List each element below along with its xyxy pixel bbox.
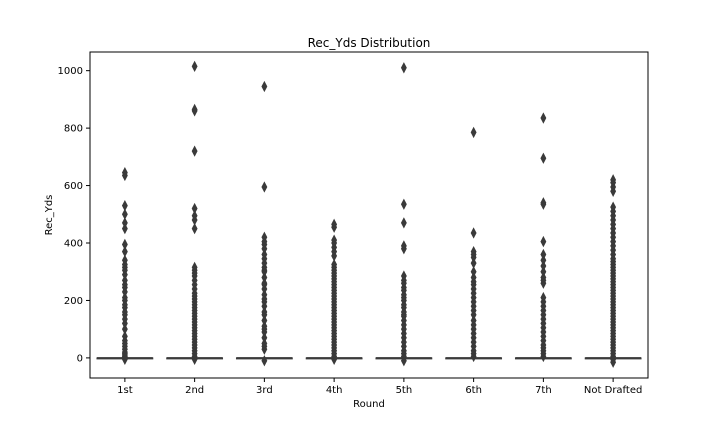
outlier-point [470, 227, 477, 239]
outlier-point [121, 245, 128, 258]
outlier-point [470, 314, 477, 327]
outlier-point [191, 103, 198, 116]
outlier-point [191, 202, 198, 215]
outlier-point [400, 217, 407, 229]
box-group [514, 112, 572, 363]
y-tick-label: 1000 [58, 66, 83, 77]
box-group [375, 62, 433, 367]
outlier-point [191, 261, 198, 274]
outlier-point [610, 201, 617, 213]
outlier-point [191, 60, 198, 73]
outlier-point [261, 80, 268, 93]
x-tick-label: 6th [465, 385, 482, 396]
y-axis-label: Rec_Yds [44, 195, 55, 236]
outlier-point [121, 222, 128, 235]
outlier-point [540, 152, 547, 164]
outlier-point [540, 254, 547, 266]
outlier-point [261, 277, 268, 289]
outlier-point [191, 145, 198, 157]
outlier-point [191, 222, 198, 235]
outlier-point [331, 258, 338, 271]
box-group [584, 174, 642, 368]
outlier-point [121, 208, 128, 220]
outlier-point [261, 231, 268, 243]
chart-title: Rec_Yds Distribution [308, 36, 431, 50]
outlier-point [121, 166, 128, 179]
outlier-point [470, 126, 477, 139]
outlier-point [470, 271, 477, 284]
outlier-point [261, 248, 268, 261]
y-tick-label: 600 [64, 181, 83, 192]
outlier-point [261, 306, 268, 318]
outlier-point [121, 291, 128, 304]
outlier-point [261, 320, 268, 332]
outlier-point [261, 271, 268, 284]
x-tick-label: 2nd [185, 385, 204, 396]
outlier-point [261, 355, 268, 367]
outlier-point [121, 330, 128, 343]
outlier-point [540, 260, 547, 272]
x-axis: 1st 2nd 3rd 4th 5th 6th 7th Not Drafted [117, 378, 642, 396]
y-tick-label: 400 [64, 239, 83, 250]
outlier-point [121, 217, 128, 229]
x-tick-label: 4th [326, 385, 343, 396]
box-group [305, 218, 363, 365]
outlier-point [540, 271, 547, 284]
box-group [96, 166, 154, 365]
outlier-point [191, 210, 198, 222]
outlier-point [400, 270, 407, 282]
box-group [166, 60, 224, 365]
outlier-point [261, 314, 268, 327]
x-tick-label: 5th [396, 385, 413, 396]
outlier-point [261, 181, 268, 193]
y-axis: 0 200 400 600 800 1000 [58, 66, 90, 364]
x-tick-label: 1st [117, 385, 133, 396]
outlier-point [261, 332, 268, 344]
x-tick-label: 3rd [256, 385, 273, 396]
outlier-point [261, 289, 268, 301]
outlier-point [540, 291, 547, 304]
x-axis-label: Round [353, 399, 385, 410]
box-group [445, 126, 503, 363]
outlier-point [400, 240, 407, 252]
outlier-point [540, 235, 547, 248]
outlier-point [540, 248, 547, 261]
outlier-point [400, 62, 407, 74]
outlier-point [261, 337, 268, 350]
outlier-point [540, 112, 547, 124]
y-tick-label: 800 [64, 124, 83, 135]
y-tick-label: 200 [64, 296, 83, 307]
box-group [235, 80, 293, 367]
x-tick-label: Not Drafted [584, 385, 642, 396]
y-tick-label: 0 [77, 353, 83, 364]
outlier-point [121, 274, 128, 286]
outlier-point [470, 257, 477, 269]
outlier-point [400, 198, 407, 210]
outlier-point [121, 254, 128, 266]
boxes-layer [96, 60, 642, 368]
x-tick-label: 7th [535, 385, 552, 396]
outlier-point [331, 218, 338, 230]
outlier-point [121, 323, 128, 335]
outlier-point [540, 266, 547, 278]
outlier-point [121, 238, 128, 251]
outlier-point [610, 174, 617, 186]
outlier-point [121, 200, 128, 212]
outlier-point [331, 234, 338, 246]
outlier-point [540, 197, 547, 209]
outlier-point [470, 266, 477, 278]
plot-area [89, 51, 649, 379]
outlier-point [470, 245, 477, 258]
